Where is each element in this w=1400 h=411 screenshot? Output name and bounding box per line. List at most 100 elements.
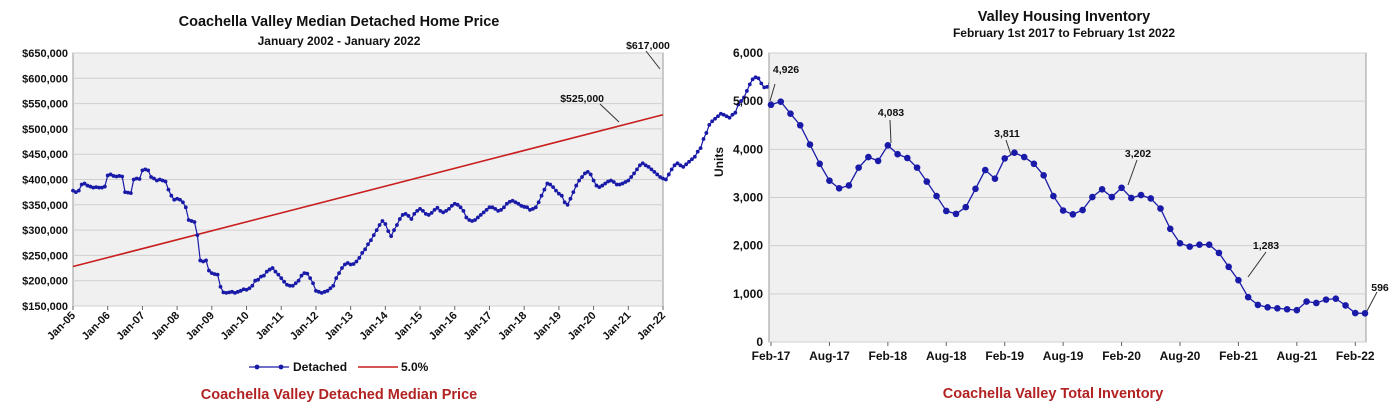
inventory-x-tick-label: Aug-19 — [1043, 349, 1084, 363]
detached-point — [695, 149, 700, 154]
detached-point — [522, 204, 527, 209]
inventory-point — [1137, 191, 1145, 199]
detached-point — [305, 271, 310, 276]
inventory-point — [1030, 160, 1038, 168]
detached-point — [290, 283, 295, 288]
price-legend: Detached 5.0% — [249, 360, 429, 374]
inventory-point — [826, 177, 833, 184]
price-x-tick-label: Jan-20 — [566, 310, 599, 343]
detached-point — [389, 234, 394, 239]
detached-point — [395, 223, 399, 227]
detached-point — [120, 174, 125, 179]
detached-point — [744, 89, 749, 93]
detached-point — [169, 193, 174, 198]
detached-point — [678, 163, 683, 168]
detached-point — [669, 167, 674, 172]
price-y-tick-label: $500,000 — [22, 124, 68, 136]
detached-point — [267, 267, 272, 272]
inventory-point — [1089, 193, 1096, 201]
inventory-point — [1303, 298, 1310, 305]
detached-point — [499, 207, 503, 212]
inventory-point — [845, 182, 853, 189]
inventory-x-tick-label: Aug-21 — [1277, 349, 1318, 363]
inventory-point — [874, 157, 882, 165]
detached-point — [316, 289, 321, 294]
detached-point — [288, 283, 292, 288]
detached-point — [646, 164, 651, 169]
price-x-tick-label: Jan-18 — [496, 310, 529, 343]
price-x-tick-label: Jan-09 — [184, 310, 217, 343]
detached-point — [577, 178, 582, 183]
inventory-point — [796, 121, 804, 129]
detached-point — [539, 193, 544, 198]
price-annotation-525k: $525,000 — [560, 93, 620, 123]
detached-point — [525, 205, 529, 210]
detached-point — [681, 164, 686, 169]
detached-point — [493, 206, 498, 211]
detached-point — [192, 220, 197, 224]
inventory-point — [933, 192, 940, 200]
detached-point — [467, 218, 472, 222]
price-chart-caption: Coachella Valley Detached Median Price — [201, 387, 477, 403]
inventory-point — [1244, 293, 1252, 301]
detached-point — [241, 287, 246, 292]
detached-point — [209, 271, 214, 276]
detached-point — [189, 219, 194, 223]
detached-point — [583, 171, 587, 176]
detached-point — [447, 206, 451, 211]
price-y-tick-label: $600,000 — [22, 73, 68, 85]
inventory-point — [1127, 194, 1135, 202]
detached-point — [548, 182, 553, 187]
detached-point — [739, 99, 743, 103]
detached-point — [747, 82, 752, 87]
price-x-tick-label: Jan-21 — [600, 310, 633, 343]
detached-point — [629, 175, 634, 179]
inventory-point — [865, 153, 872, 161]
detached-point — [261, 273, 266, 278]
detached-point — [85, 183, 90, 188]
inventory-y-tick-label: 5,000 — [733, 94, 763, 108]
detached-point — [311, 281, 315, 286]
detached-point — [609, 178, 613, 183]
inventory-point — [1108, 193, 1116, 201]
detached-point — [597, 185, 602, 189]
detached-point — [444, 208, 448, 213]
inventory-point — [913, 164, 921, 171]
annotation-1283: 1,283 — [1253, 240, 1279, 252]
price-x-tick-label: Jan-07 — [114, 310, 147, 343]
detached-point — [215, 272, 220, 277]
detached-point — [418, 206, 422, 211]
inventory-point — [767, 101, 775, 109]
detached-point — [421, 208, 425, 213]
price-y-tick-label: $450,000 — [22, 149, 68, 161]
inventory-chart-subtitle: February 1st 2017 to February 1st 2022 — [953, 26, 1175, 40]
inventory-gridlines — [769, 52, 1366, 343]
detached-point — [175, 196, 180, 201]
detached-point — [71, 188, 75, 193]
annotation-617000: $617,000 — [626, 40, 670, 52]
detached-point — [502, 205, 506, 210]
detached-point — [690, 157, 694, 162]
detached-point — [244, 287, 249, 292]
detached-point — [455, 202, 460, 207]
detached-point — [322, 289, 327, 294]
detached-point — [299, 273, 304, 278]
detached-point — [652, 170, 657, 174]
detached-point — [756, 76, 761, 81]
price-y-ticks: $150,000 $200,000 $250,000 $300,000 $350,000… — [22, 48, 68, 313]
detached-point — [672, 163, 677, 168]
detached-point — [207, 268, 211, 273]
detached-point — [687, 159, 691, 164]
detached-point — [426, 213, 431, 217]
detached-point — [684, 162, 689, 167]
detached-point — [663, 177, 668, 182]
inventory-point — [1283, 305, 1291, 313]
inventory-point — [777, 98, 785, 105]
detached-point — [279, 276, 284, 281]
detached-point — [366, 242, 370, 247]
inventory-y-tick-label: 0 — [756, 335, 763, 349]
inventory-x-tick-label: Feb-18 — [869, 349, 908, 363]
detached-point — [163, 179, 168, 184]
inventory-x-tick-label: Aug-20 — [1160, 349, 1201, 363]
price-x-tick-label: Jan-17 — [461, 310, 494, 343]
